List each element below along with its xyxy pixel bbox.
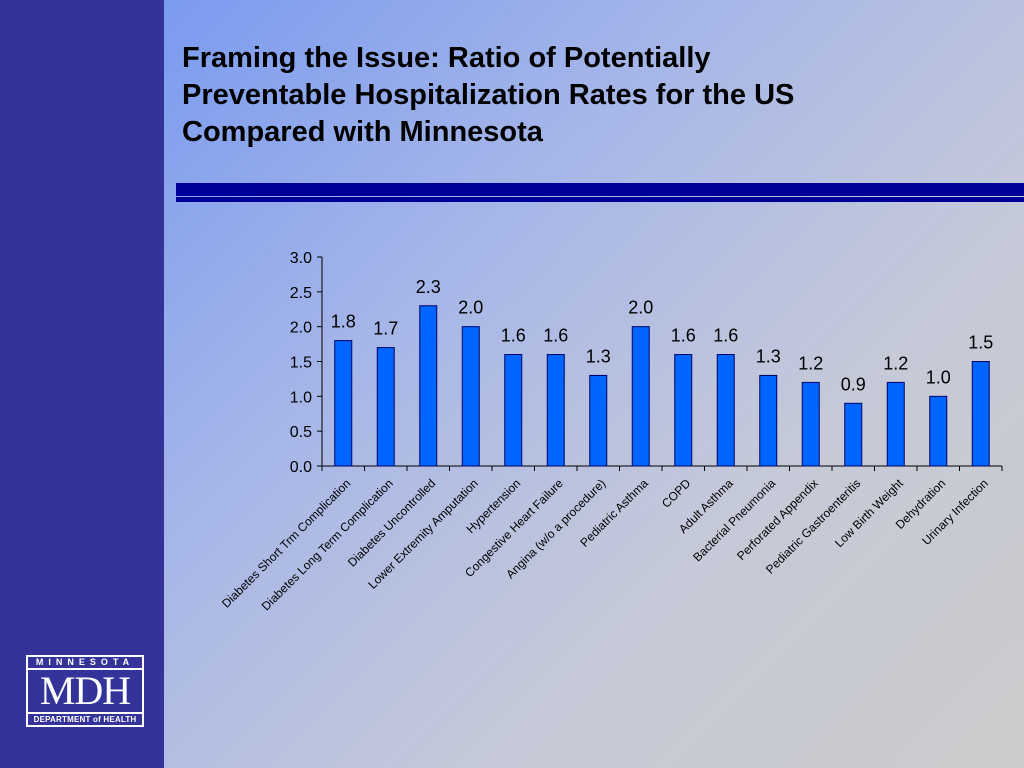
- data-label: 1.6: [713, 326, 738, 346]
- data-label: 1.0: [926, 367, 951, 387]
- bar: [716, 354, 735, 467]
- y-tick-label: 3.0: [290, 250, 312, 267]
- bar: [929, 395, 948, 467]
- left-sidebar: [0, 0, 164, 768]
- bar: [844, 402, 863, 467]
- bar: [801, 381, 820, 467]
- mdh-logo: MINNESOTA MDH DEPARTMENT of HEALTH: [26, 655, 144, 727]
- y-tick-label: 2.0: [290, 320, 312, 337]
- bar: [376, 347, 395, 467]
- data-label: 1.5: [968, 333, 993, 353]
- data-label: 2.3: [416, 277, 441, 297]
- bar: [589, 374, 608, 467]
- title-divider-thin: [176, 197, 1024, 202]
- data-label: 1.8: [331, 312, 356, 332]
- y-tick-label: 1.0: [290, 389, 312, 406]
- logo-bottom-text: DEPARTMENT of HEALTH: [28, 712, 142, 725]
- category-label: COPD: [659, 476, 694, 511]
- bar: [461, 326, 480, 467]
- bar: [419, 305, 438, 467]
- data-label: 1.2: [798, 353, 823, 373]
- data-label: 1.3: [586, 346, 611, 366]
- logo-top-text: MINNESOTA: [28, 657, 142, 670]
- bar: [759, 374, 778, 467]
- data-label: 1.6: [501, 326, 526, 346]
- logo-main-text: MDH: [39, 668, 131, 713]
- category-label: Bacterial Pneumonia: [690, 476, 778, 564]
- data-label: 1.6: [671, 326, 696, 346]
- data-label: 0.9: [841, 374, 866, 394]
- data-label: 1.2: [883, 353, 908, 373]
- data-label: 1.7: [373, 319, 398, 339]
- data-label: 2.0: [628, 298, 653, 318]
- category-label: Perforated Appendix: [734, 476, 821, 563]
- bar: [971, 361, 990, 467]
- title-divider-thick: [176, 183, 1024, 196]
- data-label: 1.3: [756, 346, 781, 366]
- data-label: 2.0: [458, 298, 483, 318]
- y-tick-label: 1.5: [290, 355, 312, 372]
- bar: [886, 381, 905, 467]
- y-tick-label: 0.5: [290, 424, 312, 441]
- y-tick-label: 2.5: [290, 285, 312, 302]
- slide-title: Framing the Issue: Ratio of Potentially …: [182, 42, 795, 148]
- y-tick-label: 0.0: [290, 459, 312, 476]
- bar: [631, 326, 650, 467]
- bar: [504, 354, 523, 467]
- bar: [334, 340, 353, 467]
- bar: [546, 354, 565, 467]
- data-label: 1.6: [543, 326, 568, 346]
- bar: [674, 354, 693, 467]
